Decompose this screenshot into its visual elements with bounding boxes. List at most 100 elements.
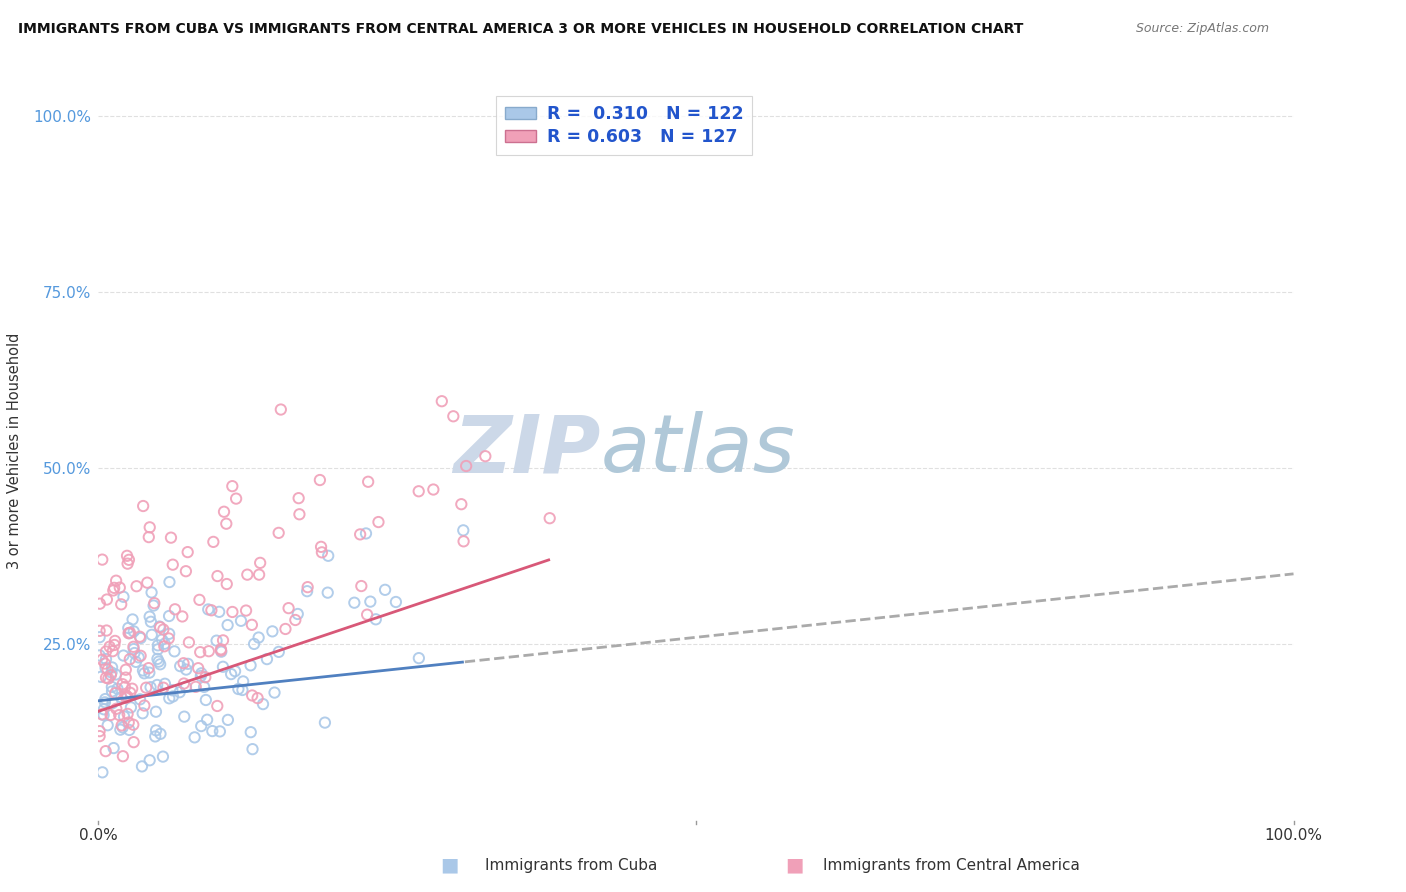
- Point: [120, 700, 142, 714]
- Point: [267, 525, 290, 540]
- Point: [111, 718, 134, 732]
- Point: [142, 599, 165, 613]
- Point: [121, 612, 143, 626]
- Point: [314, 715, 336, 730]
- Point: [209, 645, 232, 659]
- Point: [153, 677, 176, 691]
- Point: [141, 585, 163, 599]
- Text: ■: ■: [785, 855, 804, 875]
- Point: [173, 657, 195, 671]
- Point: [94, 644, 117, 658]
- Point: [188, 645, 211, 659]
- Point: [538, 511, 561, 525]
- Point: [207, 569, 229, 583]
- Point: [157, 609, 180, 624]
- Point: [263, 685, 285, 699]
- Point: [215, 577, 238, 591]
- Point: [229, 614, 252, 628]
- Point: [174, 680, 197, 694]
- Point: [111, 721, 134, 735]
- Point: [316, 549, 339, 563]
- Point: [122, 624, 145, 639]
- Point: [274, 622, 297, 636]
- Point: [107, 681, 129, 696]
- Point: [91, 552, 114, 566]
- Point: [225, 491, 247, 506]
- Point: [190, 669, 212, 683]
- Point: [100, 668, 122, 682]
- Point: [350, 579, 373, 593]
- Point: [224, 664, 246, 678]
- Point: [228, 681, 250, 696]
- Point: [221, 479, 243, 493]
- Point: [453, 534, 475, 549]
- Point: [134, 698, 156, 713]
- Point: [212, 505, 235, 519]
- Point: [162, 558, 184, 572]
- Point: [132, 664, 155, 678]
- Point: [200, 603, 222, 617]
- Point: [138, 753, 160, 767]
- Point: [239, 725, 262, 739]
- Point: [267, 645, 290, 659]
- Text: Immigrants from Cuba: Immigrants from Cuba: [485, 858, 658, 872]
- Point: [194, 670, 217, 684]
- Point: [197, 644, 219, 658]
- Point: [209, 643, 232, 657]
- Point: [143, 596, 166, 610]
- Point: [408, 651, 430, 665]
- Point: [100, 665, 122, 680]
- Point: [357, 475, 380, 489]
- Point: [422, 483, 444, 497]
- Point: [287, 491, 309, 505]
- Point: [101, 680, 124, 694]
- Point: [231, 683, 253, 698]
- Point: [247, 567, 270, 582]
- Point: [125, 579, 148, 593]
- Point: [89, 729, 111, 743]
- Point: [94, 744, 117, 758]
- Point: [152, 749, 174, 764]
- Point: [150, 632, 173, 647]
- Point: [145, 723, 167, 738]
- Point: [146, 638, 169, 652]
- Point: [134, 666, 156, 681]
- Point: [232, 674, 254, 689]
- Point: [288, 508, 311, 522]
- Point: [163, 644, 186, 658]
- Point: [287, 607, 309, 621]
- Point: [117, 706, 139, 721]
- Point: [343, 596, 366, 610]
- Point: [115, 689, 138, 703]
- Point: [453, 524, 475, 538]
- Point: [146, 652, 169, 666]
- Point: [118, 625, 141, 640]
- Point: [124, 646, 146, 660]
- Point: [117, 690, 139, 704]
- Point: [148, 619, 170, 633]
- Point: [219, 667, 242, 681]
- Point: [149, 620, 172, 634]
- Point: [235, 603, 257, 617]
- Point: [129, 648, 152, 663]
- Point: [93, 708, 115, 723]
- Point: [94, 657, 117, 671]
- Point: [101, 644, 124, 658]
- Point: [152, 623, 174, 637]
- Point: [157, 632, 180, 646]
- Point: [270, 402, 292, 417]
- Point: [311, 545, 333, 559]
- Point: [89, 624, 111, 638]
- Point: [354, 526, 377, 541]
- Point: [209, 642, 232, 657]
- Point: [139, 615, 162, 629]
- Point: [149, 657, 172, 672]
- Point: [117, 557, 139, 571]
- Point: [194, 693, 217, 707]
- Point: [117, 621, 139, 635]
- Point: [91, 765, 114, 780]
- Point: [408, 484, 430, 499]
- Point: [197, 602, 219, 616]
- Point: [252, 697, 274, 711]
- Point: [128, 630, 150, 644]
